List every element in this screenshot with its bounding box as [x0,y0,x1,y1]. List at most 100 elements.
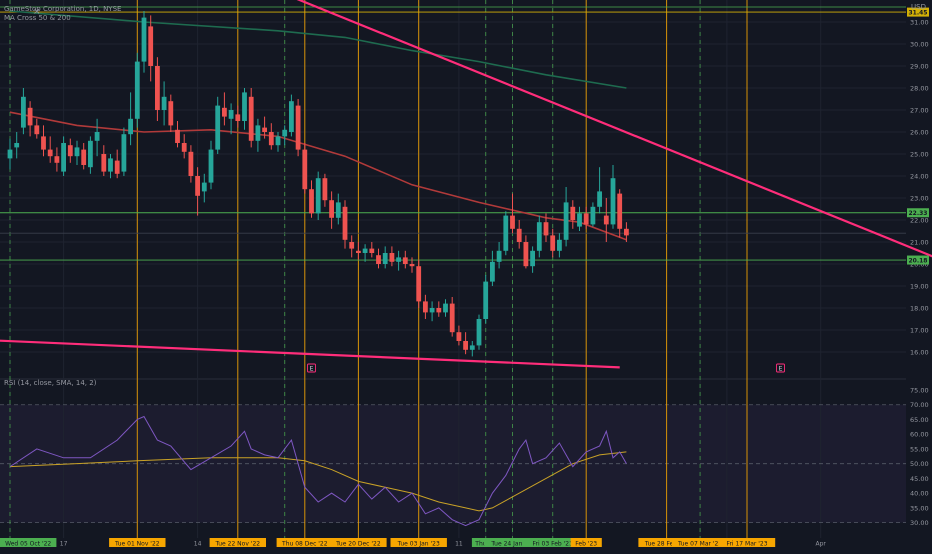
time-label-badge [484,538,541,547]
candle-body [289,101,294,132]
candle-body [242,92,247,121]
candle-body [563,202,569,240]
candle [168,94,174,132]
candle-body [67,145,73,157]
rsi-tick-label: 40.00 [910,490,929,498]
candle-body [128,118,133,135]
candle-body [389,253,395,262]
candle [67,138,73,163]
candle-body [583,213,589,225]
candle [275,132,281,152]
time-label-badge [390,538,447,547]
time-tick-label: Tue 07 Mar '23 [677,541,722,548]
candle [389,246,395,267]
candle [610,165,616,229]
earnings-marker-icon [776,363,785,373]
time-tick-label: Wed 05 Oct '22 [5,541,51,548]
candle [114,149,120,179]
ma-indicator-label[interactable]: MA Cross 50 & 200 [4,14,71,22]
candle [201,173,207,203]
candle-body [47,149,53,157]
candle [603,198,609,242]
time-label-badge [276,538,333,547]
candle-body [21,96,26,128]
candle [27,101,33,137]
price-tick-label: 25.00 [910,151,929,159]
candle [88,136,93,174]
time-tick-label: Tue 20 Dec '22 [335,541,381,548]
candle-body [503,215,509,251]
price-tick-label: 30.00 [910,41,929,49]
price-level-badge [907,208,929,218]
candle [302,143,308,194]
candle-body [322,178,328,201]
rsi-tick-label: 30.00 [910,519,929,527]
price-tick-label: 21.00 [910,239,929,247]
rsi-indicator-label[interactable]: RSI (14, close, SMA, 14, 2) [4,379,97,387]
candle [134,52,140,128]
candle [215,96,221,154]
candle-body [369,248,375,253]
candle-body [617,193,623,229]
rsi-tick-label: 65.00 [910,416,929,424]
candle [295,99,301,157]
candle-body [362,248,368,253]
candle [402,250,408,269]
candle-body [101,154,107,172]
candle-body [41,136,46,150]
price-tick-label: 24.00 [910,173,929,181]
candle-body [108,158,113,172]
candle [14,132,20,159]
time-label-badge [209,538,266,547]
candle-body [624,228,629,236]
candle-body [523,242,529,267]
candle-body [215,105,221,150]
candle [577,206,582,231]
rsi-tick-label: 50.00 [910,460,929,468]
candle-body [282,129,288,137]
candle-body [74,147,80,157]
candle [496,242,502,269]
rsi-line [9,415,627,527]
price-tick-label: 18.00 [910,305,929,313]
candle [255,118,261,152]
candle [74,140,80,165]
candle [597,167,602,214]
rsi-tick-label: 45.00 [910,475,929,483]
time-tick-label: Tue 28 Feb '23 [644,541,689,548]
candle-body [188,151,194,176]
candle-body [376,255,381,264]
candle [148,15,154,82]
candle [530,246,535,273]
candle [262,116,267,139]
candle-body [275,136,281,146]
chart-title: GameStop Corporation, 1D, NYSE [4,5,122,13]
candle-body [557,239,562,251]
candle [121,127,127,176]
candle-body [603,215,609,225]
time-tick-label: Tue 24 Jan '23 [490,541,533,548]
rsi-tick-label: 60.00 [910,431,929,439]
candle-body [309,189,314,214]
price-tick-label: 16.00 [910,349,929,357]
candle [510,193,515,234]
candle [235,105,241,128]
candle-body [155,66,160,110]
candle [543,213,549,242]
candle [248,88,254,148]
candle-body [496,250,502,262]
candle-body [476,319,482,346]
candle [342,200,348,249]
candle [161,81,167,126]
candle-body [268,132,274,146]
time-tick-label: Tue 01 Nov '22 [114,541,160,548]
candle [195,167,200,216]
candle [362,244,368,262]
candle-body [483,281,489,319]
price-tick-label: 27.00 [910,107,929,115]
currency-label: USD [911,3,926,11]
ma50-line [9,111,627,241]
price-level-badge-label: 31.45 [909,9,928,16]
